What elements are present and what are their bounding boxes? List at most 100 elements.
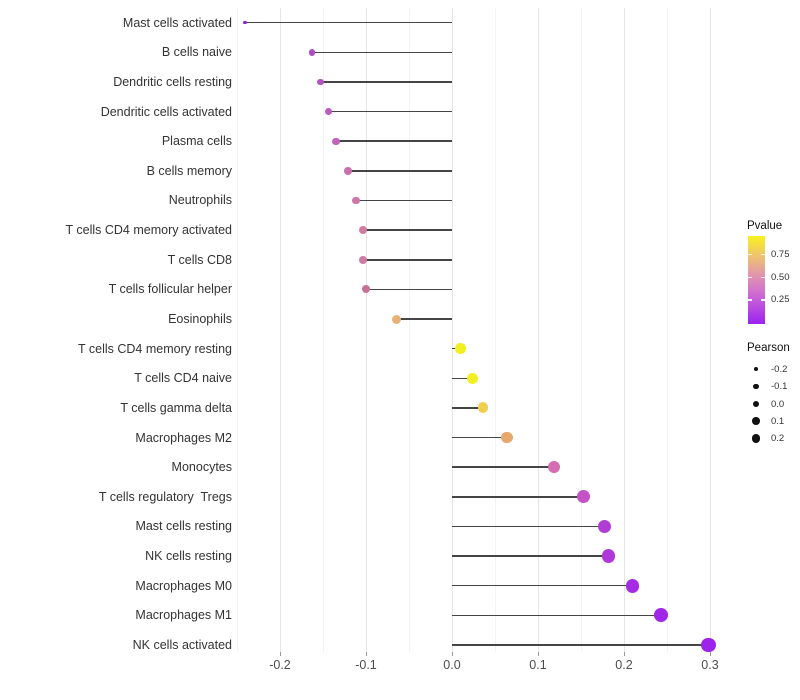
row-label: B cells memory [146, 163, 232, 178]
gridline-major [451, 8, 453, 652]
gridline-minor [408, 8, 410, 652]
pvalue-colorbar-tick [748, 276, 752, 279]
pvalue-colorbar-tick [761, 299, 765, 301]
x-axis-tick [709, 652, 711, 656]
row-label: T cells CD4 naive [134, 371, 232, 386]
lollipop-dot [392, 314, 402, 324]
row-label: NK cells activated [132, 637, 232, 652]
lollipop-dot [344, 167, 352, 175]
pvalue-colorbar-tick [761, 253, 765, 256]
lollipop-stem [362, 229, 452, 231]
gridline-major [365, 8, 367, 652]
lollipop-dot [332, 137, 340, 145]
lollipop-stem [452, 466, 555, 468]
lollipop-stem [311, 51, 452, 54]
gridline-minor [666, 8, 668, 652]
pearson-legend-label: -0.2 [771, 363, 788, 375]
lollipop-dot [455, 343, 466, 354]
lollipop-dot [477, 402, 489, 414]
lollipop-dot [467, 372, 478, 384]
pearson-legend-label: -0.1 [771, 381, 788, 393]
lollipop-stem [452, 407, 483, 409]
lollipop-dot [358, 226, 367, 235]
row-label: T cells CD8 [167, 252, 232, 267]
x-axis-tick [365, 652, 367, 656]
row-label: T cells gamma delta [120, 400, 232, 415]
lollipop-stem [328, 110, 452, 113]
pvalue-tick-label: 0.75 [771, 249, 790, 261]
gridline-minor [322, 8, 324, 652]
lollipop-dot [351, 196, 360, 205]
gridline-major [537, 8, 539, 652]
x-axis-tick [451, 652, 453, 656]
row-label: Eosinophils [168, 312, 232, 327]
x-axis-tick-label: -0.1 [355, 658, 377, 672]
pearson-legend-title: Pearson [747, 342, 790, 354]
row-label: Dendritic cells resting [113, 74, 232, 89]
lollipop-dot [361, 285, 371, 294]
row-label: Plasma cells [161, 134, 232, 149]
row-label: Macrophages M0 [135, 578, 232, 593]
lollipop-stem [355, 199, 452, 202]
gridline-minor [236, 8, 238, 652]
lollipop-dot [597, 519, 611, 534]
lollipop-stem [363, 259, 452, 261]
row-label: T cells CD4 memory activated [65, 223, 233, 238]
gridline-minor [494, 8, 496, 652]
lollipop-stem [452, 377, 473, 380]
row-label: Macrophages M2 [135, 430, 232, 445]
x-axis-tick [537, 652, 539, 656]
pvalue-legend-title: Pvalue [747, 220, 783, 232]
x-axis-tick-label: -0.2 [269, 658, 291, 672]
lollipop-stem [244, 21, 452, 24]
lollipop-dot [625, 578, 640, 593]
lollipop-dot [653, 608, 668, 623]
row-label: T cells CD4 memory resting [78, 341, 232, 356]
gridline-major [623, 8, 625, 652]
pearson-legend-label: 0.2 [771, 432, 785, 444]
lollipop-stem [320, 81, 452, 83]
lollipop-dot [601, 549, 616, 563]
pvalue-tick-label: 0.25 [771, 294, 790, 306]
lollipop-stem [452, 525, 605, 528]
x-axis-tick-label: 0.3 [701, 658, 719, 672]
pearson-legend-dot [753, 384, 759, 390]
row-label: NK cells resting [145, 549, 232, 564]
pearson-legend-dot [752, 400, 760, 408]
x-axis-tick-label: 0.2 [615, 658, 633, 672]
lollipop-stem [347, 170, 452, 172]
row-label: Neutrophils [168, 193, 232, 208]
gridline-minor [580, 8, 582, 652]
pearson-legend-label: 0.0 [771, 398, 785, 410]
lollipop-stem [366, 288, 452, 291]
lollipop-stem [452, 614, 661, 617]
pvalue-colorbar-tick [748, 299, 752, 301]
gridline-major [709, 8, 711, 652]
lollipop-stem [452, 584, 633, 587]
pvalue-colorbar-tick [761, 276, 765, 279]
lollipop-dot [308, 49, 316, 56]
pearson-legend-dot [752, 417, 760, 425]
pvalue-tick-label: 0.50 [771, 271, 790, 283]
lollipop-stem [335, 140, 452, 142]
row-label: Mast cells activated [122, 15, 232, 30]
pvalue-colorbar [748, 236, 765, 324]
lollipop-dot [548, 461, 561, 474]
lollipop-dot [242, 20, 247, 25]
lollipop-dot [501, 431, 513, 444]
lollipop-dot [324, 108, 332, 116]
lollipop-stem [396, 318, 452, 320]
row-label: Mast cells resting [135, 519, 232, 534]
row-label: B cells naive [161, 45, 232, 60]
row-label: T cells regulatory Tregs [98, 489, 232, 504]
x-axis-tick-label: 0.1 [529, 658, 547, 672]
lollipop-stem [452, 496, 584, 498]
row-label: T cells follicular helper [108, 282, 232, 297]
lollipop-dot [577, 490, 590, 504]
row-label: Macrophages M1 [135, 608, 232, 623]
x-axis-tick [279, 652, 281, 656]
pvalue-colorbar-tick [748, 253, 752, 256]
lollipop-stem [452, 555, 609, 557]
lollipop-dot [359, 255, 368, 264]
